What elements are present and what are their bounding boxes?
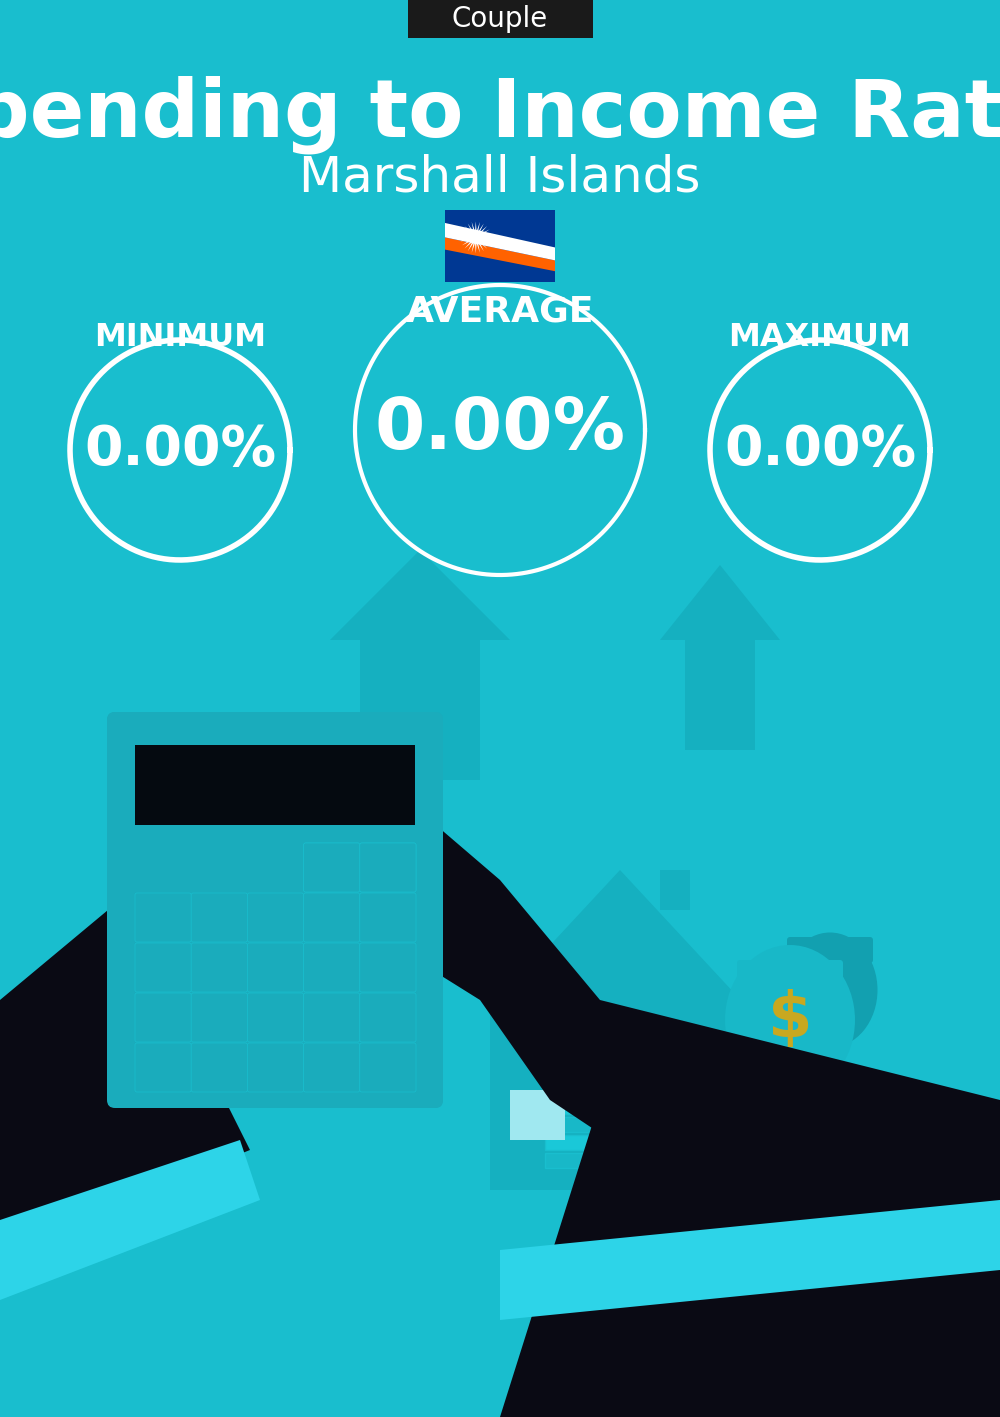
Polygon shape xyxy=(0,760,320,1100)
FancyBboxPatch shape xyxy=(191,893,247,942)
FancyBboxPatch shape xyxy=(135,942,191,992)
FancyBboxPatch shape xyxy=(191,993,247,1041)
FancyBboxPatch shape xyxy=(304,843,360,891)
FancyBboxPatch shape xyxy=(304,843,360,891)
FancyBboxPatch shape xyxy=(545,1117,685,1132)
Polygon shape xyxy=(660,870,690,910)
FancyBboxPatch shape xyxy=(247,942,304,992)
FancyBboxPatch shape xyxy=(545,1153,685,1168)
FancyBboxPatch shape xyxy=(304,1043,360,1093)
FancyBboxPatch shape xyxy=(304,843,360,891)
FancyBboxPatch shape xyxy=(360,893,416,942)
FancyBboxPatch shape xyxy=(304,843,360,891)
FancyBboxPatch shape xyxy=(545,1081,685,1095)
FancyBboxPatch shape xyxy=(107,711,443,1108)
Polygon shape xyxy=(330,550,510,779)
Text: Spending to Income Ratio: Spending to Income Ratio xyxy=(0,75,1000,154)
FancyBboxPatch shape xyxy=(592,1090,648,1190)
FancyBboxPatch shape xyxy=(135,1043,191,1093)
FancyBboxPatch shape xyxy=(247,993,304,1041)
Polygon shape xyxy=(500,1200,1000,1321)
Ellipse shape xyxy=(782,932,878,1047)
FancyBboxPatch shape xyxy=(360,942,416,992)
FancyBboxPatch shape xyxy=(510,1090,565,1141)
FancyBboxPatch shape xyxy=(247,893,304,942)
Polygon shape xyxy=(360,820,1000,1299)
FancyBboxPatch shape xyxy=(191,893,247,942)
FancyBboxPatch shape xyxy=(191,942,247,992)
FancyBboxPatch shape xyxy=(737,959,843,988)
FancyBboxPatch shape xyxy=(360,993,416,1041)
Polygon shape xyxy=(500,1100,1000,1417)
Text: 0.00%: 0.00% xyxy=(374,395,626,465)
FancyBboxPatch shape xyxy=(247,942,304,992)
FancyBboxPatch shape xyxy=(191,1043,247,1093)
FancyBboxPatch shape xyxy=(191,942,247,992)
FancyBboxPatch shape xyxy=(304,942,360,992)
Text: 0.00%: 0.00% xyxy=(84,424,276,478)
FancyBboxPatch shape xyxy=(304,993,360,1041)
Text: 0.00%: 0.00% xyxy=(724,424,916,478)
FancyBboxPatch shape xyxy=(304,893,360,942)
FancyBboxPatch shape xyxy=(135,1043,191,1093)
FancyBboxPatch shape xyxy=(247,893,304,942)
Polygon shape xyxy=(445,222,555,261)
FancyBboxPatch shape xyxy=(490,1010,750,1190)
FancyBboxPatch shape xyxy=(360,1043,416,1093)
FancyBboxPatch shape xyxy=(360,843,416,891)
FancyBboxPatch shape xyxy=(445,210,555,282)
FancyBboxPatch shape xyxy=(135,993,191,1041)
Text: Couple: Couple xyxy=(452,6,548,33)
FancyBboxPatch shape xyxy=(360,843,416,891)
FancyBboxPatch shape xyxy=(304,893,360,942)
FancyBboxPatch shape xyxy=(191,993,247,1041)
FancyBboxPatch shape xyxy=(408,0,592,38)
FancyBboxPatch shape xyxy=(135,893,191,942)
FancyBboxPatch shape xyxy=(360,993,416,1041)
FancyBboxPatch shape xyxy=(360,843,416,891)
FancyBboxPatch shape xyxy=(545,1135,685,1151)
FancyBboxPatch shape xyxy=(247,1043,304,1093)
FancyBboxPatch shape xyxy=(135,745,415,825)
FancyBboxPatch shape xyxy=(135,942,191,992)
FancyBboxPatch shape xyxy=(135,893,191,942)
Text: Marshall Islands: Marshall Islands xyxy=(299,154,701,203)
Ellipse shape xyxy=(725,945,855,1095)
FancyBboxPatch shape xyxy=(247,993,304,1041)
FancyBboxPatch shape xyxy=(545,1100,685,1114)
FancyBboxPatch shape xyxy=(304,1043,360,1093)
FancyBboxPatch shape xyxy=(360,843,416,891)
Polygon shape xyxy=(0,1141,260,1299)
Text: MAXIMUM: MAXIMUM xyxy=(729,323,911,353)
FancyBboxPatch shape xyxy=(191,1043,247,1093)
FancyBboxPatch shape xyxy=(360,942,416,992)
Polygon shape xyxy=(660,565,780,750)
Text: MINIMUM: MINIMUM xyxy=(94,323,266,353)
FancyBboxPatch shape xyxy=(135,745,415,825)
FancyBboxPatch shape xyxy=(247,1043,304,1093)
FancyBboxPatch shape xyxy=(304,942,360,992)
FancyBboxPatch shape xyxy=(360,893,416,942)
FancyBboxPatch shape xyxy=(545,1063,685,1078)
FancyBboxPatch shape xyxy=(135,993,191,1041)
FancyBboxPatch shape xyxy=(304,993,360,1041)
Polygon shape xyxy=(460,221,492,254)
Polygon shape xyxy=(0,1050,250,1250)
FancyBboxPatch shape xyxy=(675,1090,730,1141)
FancyBboxPatch shape xyxy=(107,711,443,1108)
Polygon shape xyxy=(490,870,750,1010)
Text: AVERAGE: AVERAGE xyxy=(406,295,594,329)
Polygon shape xyxy=(445,238,555,271)
Text: $: $ xyxy=(768,989,812,1051)
FancyBboxPatch shape xyxy=(360,1043,416,1093)
FancyBboxPatch shape xyxy=(787,937,873,964)
